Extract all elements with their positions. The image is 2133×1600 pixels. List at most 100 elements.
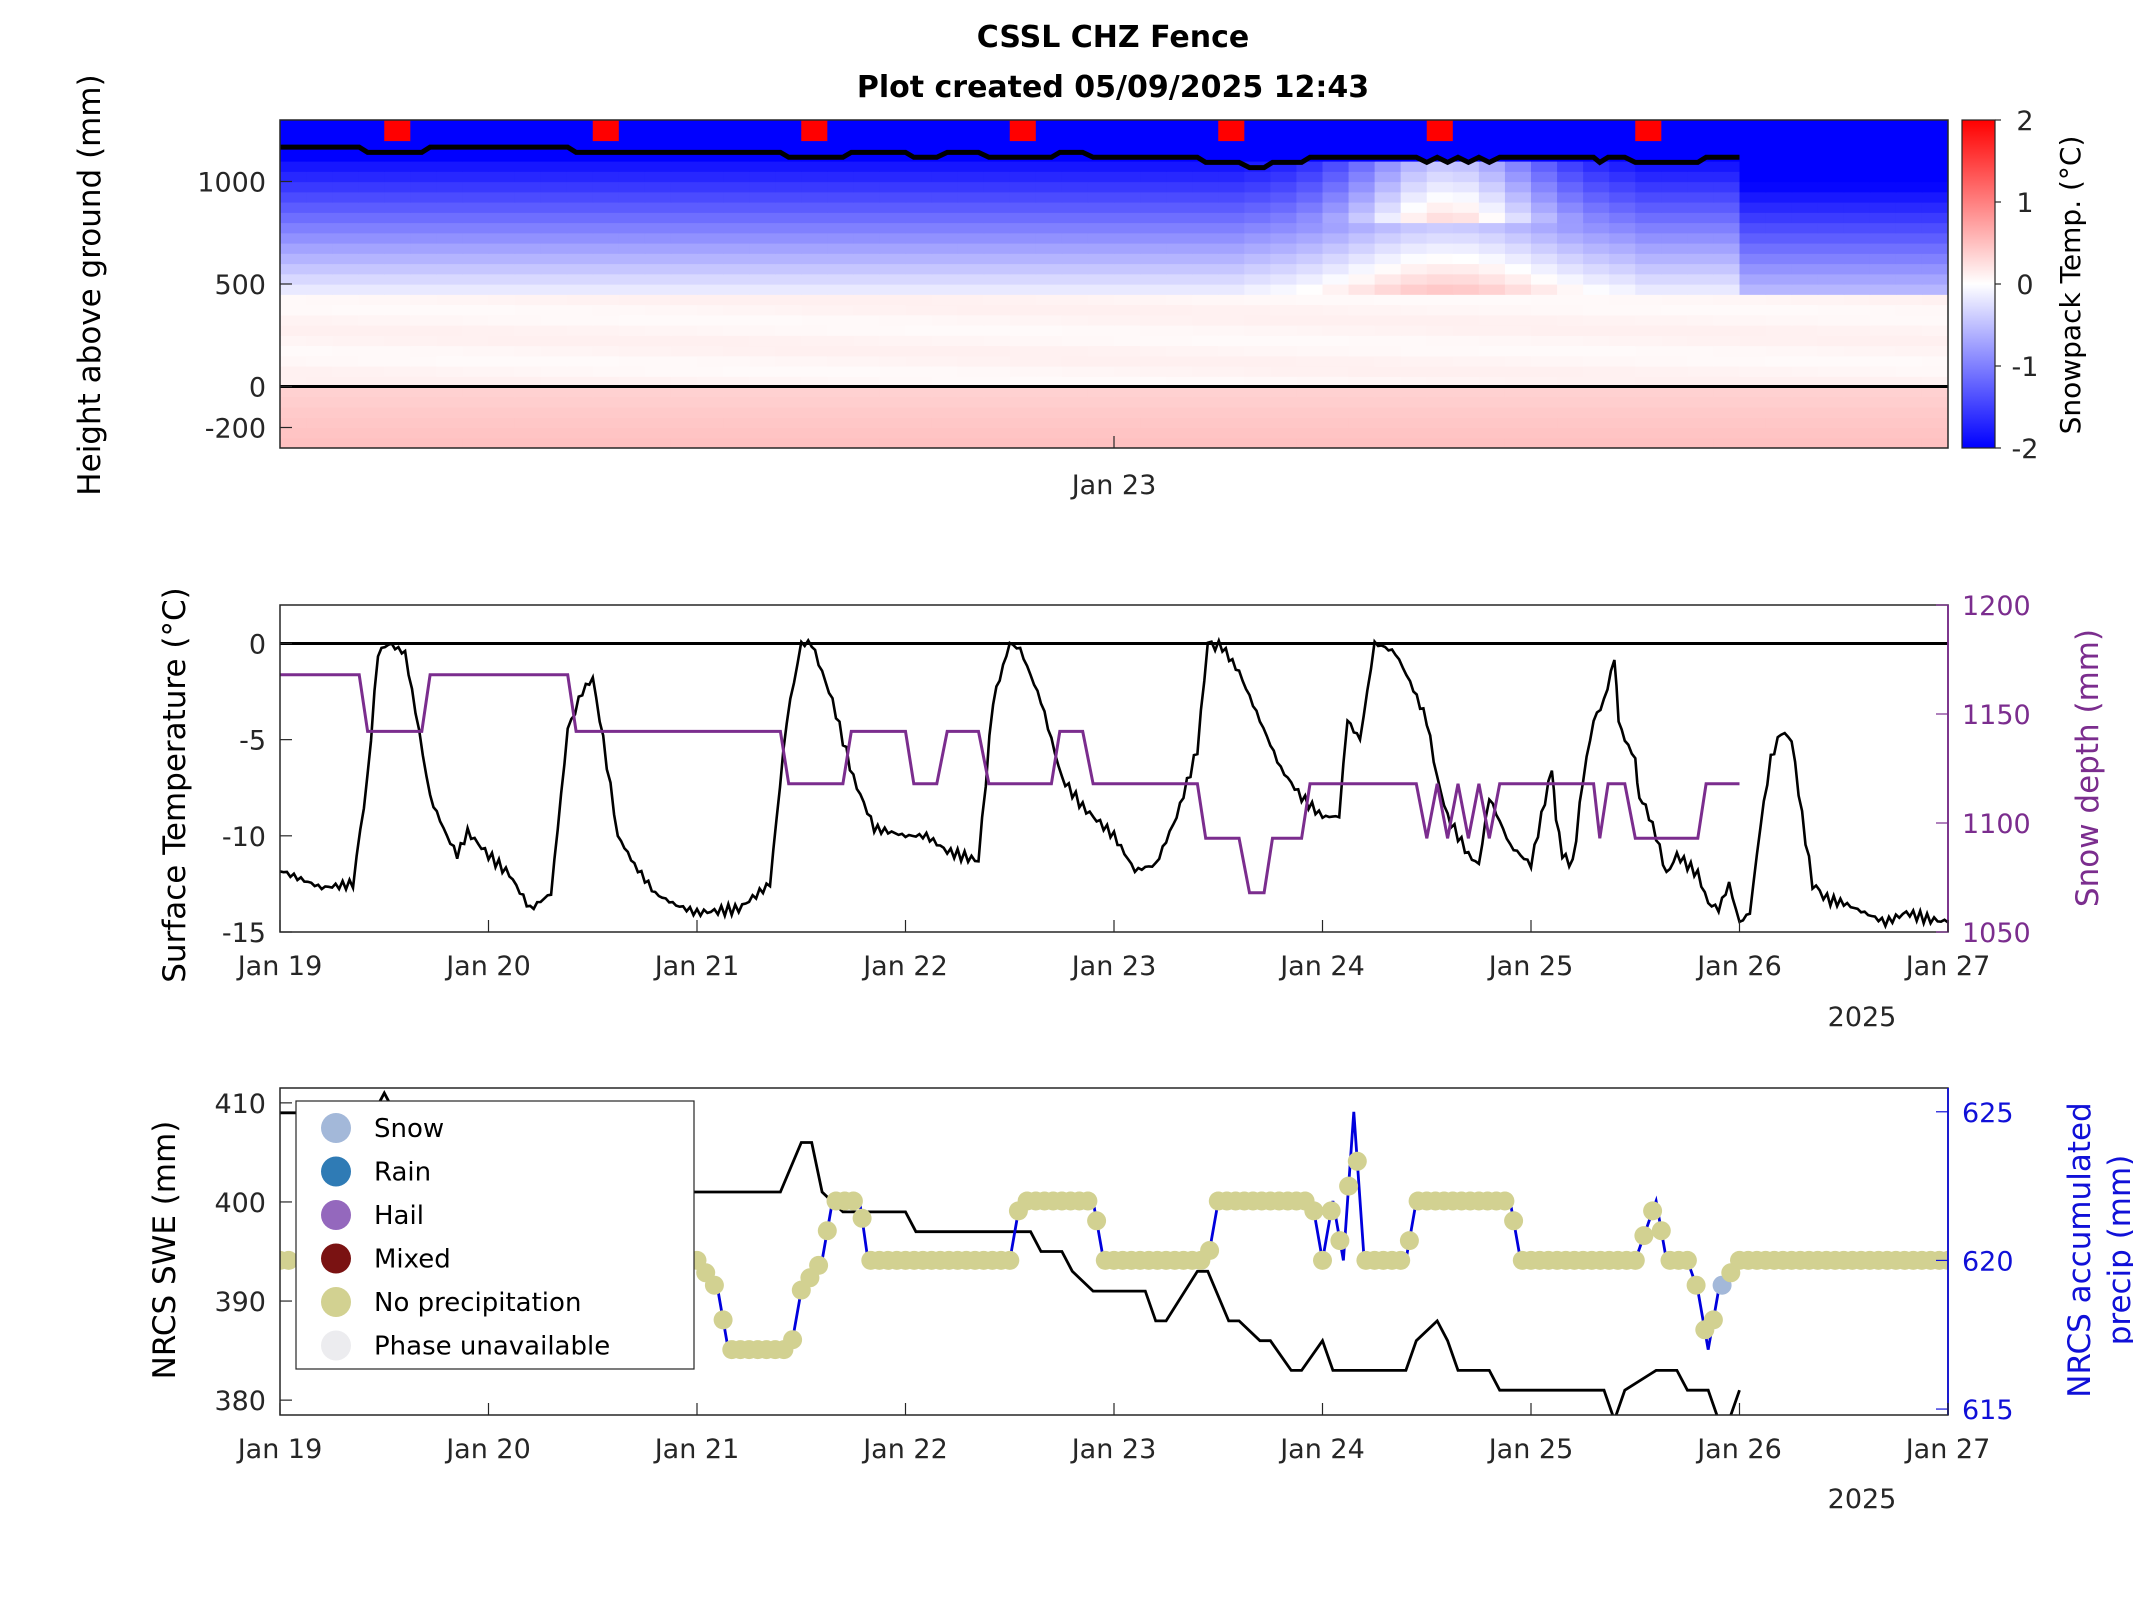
heatmap-cell	[1869, 212, 1897, 224]
heatmap-cell	[1531, 376, 1558, 388]
heatmap-cell	[566, 212, 594, 224]
heatmap-cell	[540, 355, 568, 367]
heatmap-cell	[592, 386, 620, 398]
heatmap-cell	[1791, 386, 1819, 398]
heatmap-cell	[514, 304, 542, 316]
heatmap-cell	[592, 314, 620, 326]
heatmap-cell	[592, 427, 620, 439]
heatmap-cell	[1270, 314, 1298, 326]
heatmap-cell	[644, 294, 672, 306]
heatmap-cell	[1426, 304, 1454, 316]
heatmap-cell	[723, 325, 750, 336]
heatmap-cell	[384, 130, 411, 142]
heatmap-cell	[1791, 376, 1819, 388]
heatmap-cell	[566, 386, 594, 398]
heatmap-cell	[592, 253, 620, 265]
heatmap-cell	[1817, 273, 1845, 285]
heatmap-cell	[1426, 120, 1454, 131]
heatmap-cell	[1765, 140, 1793, 152]
heatmap-cell	[1426, 284, 1454, 295]
heatmap-cell	[723, 263, 750, 275]
heatmap-cell	[983, 253, 1011, 265]
heatmap-cell	[280, 396, 307, 408]
heatmap-cell	[1687, 284, 1715, 295]
heatmap-cell	[410, 325, 437, 336]
heatmap-cell	[332, 396, 359, 408]
heatmap-cell	[1557, 273, 1584, 285]
heatmap-cell	[801, 427, 828, 439]
heatmap-cell	[1583, 243, 1610, 254]
heatmap-cell	[1270, 253, 1298, 265]
heatmap-cell	[1114, 263, 1141, 275]
heatmap-cell	[436, 284, 464, 295]
heatmap-cell	[1583, 355, 1610, 367]
heatmap-cell	[540, 366, 568, 377]
heatmap-cell	[592, 355, 620, 367]
heatmap-cell	[280, 181, 307, 193]
heatmap-cell	[384, 437, 411, 448]
no-precipitation-marker	[1504, 1211, 1524, 1231]
heatmap-cell	[618, 407, 646, 418]
heatmap-cell	[1635, 140, 1662, 152]
heatmap-cell	[1244, 212, 1271, 224]
heatmap-cell	[618, 437, 646, 448]
heatmap-cell	[1557, 366, 1584, 377]
heatmap-cell	[1035, 366, 1063, 377]
heatmap-cell	[1192, 325, 1219, 336]
heatmap-cell	[957, 325, 985, 336]
heatmap-cell	[1166, 427, 1193, 439]
heatmap-cell	[1921, 253, 1948, 265]
heatmap-cell	[1791, 253, 1819, 265]
heatmap-cell	[1557, 284, 1584, 295]
heatmap-cell	[410, 243, 437, 254]
heatmap-cell	[1869, 386, 1897, 398]
heatmap-cell	[1531, 437, 1558, 448]
heatmap-cell	[384, 325, 411, 336]
heatmap-cell	[1635, 325, 1662, 336]
heatmap-cell	[1114, 294, 1141, 306]
heatmap-cell	[775, 437, 802, 448]
heatmap-cell	[592, 202, 620, 213]
heatmap-cell	[332, 202, 359, 213]
heatmap-cell	[827, 140, 854, 152]
heatmap-cell	[1140, 366, 1167, 377]
heatmap-cell	[1114, 243, 1141, 254]
heatmap-cell	[1504, 140, 1532, 152]
heatmap-cell	[514, 294, 542, 306]
heatmap-cell	[1348, 202, 1376, 213]
heatmap-cell	[1791, 427, 1819, 439]
heatmap-cell	[540, 130, 568, 142]
heatmap-cell	[1478, 437, 1506, 448]
heatmap-cell	[1765, 407, 1793, 418]
heatmap-cell	[1140, 314, 1167, 326]
heatmap-cell	[879, 140, 907, 152]
heatmap-cell	[1035, 222, 1063, 234]
precip-y-axis-label-line1: NRCS accumulated	[2062, 1102, 2098, 1397]
heatmap-cell	[1531, 181, 1558, 193]
heatmap-cell	[1166, 181, 1193, 193]
heatmap-cell	[1061, 171, 1089, 183]
heatmap-cell	[1609, 243, 1636, 254]
heatmap-y-tick-label: 0	[249, 373, 266, 404]
heatmap-cell	[1322, 243, 1350, 254]
heatmap-cell	[1035, 407, 1063, 418]
heatmap-cell	[1817, 222, 1845, 234]
heatmap-cell	[879, 273, 907, 285]
heatmap-cell	[592, 345, 620, 357]
heatmap-cell	[1531, 202, 1558, 213]
legend-label: No precipitation	[374, 1288, 581, 1318]
heatmap-cell	[1713, 161, 1741, 172]
heatmap-cell	[1635, 161, 1662, 172]
heatmap-cell	[410, 232, 437, 244]
heatmap-cell	[410, 202, 437, 213]
heatmap-cell	[1452, 437, 1480, 448]
heatmap-cell	[1921, 396, 1948, 408]
heatmap-cell	[1114, 335, 1141, 347]
heatmap-cell	[1166, 396, 1193, 408]
heatmap-cell	[1739, 407, 1767, 418]
heatmap-cell	[1504, 417, 1532, 429]
heatmap-cell	[1322, 212, 1350, 224]
heatmap-cell	[879, 396, 907, 408]
heatmap-cell	[1609, 212, 1636, 224]
heatmap-cell	[1661, 191, 1688, 203]
